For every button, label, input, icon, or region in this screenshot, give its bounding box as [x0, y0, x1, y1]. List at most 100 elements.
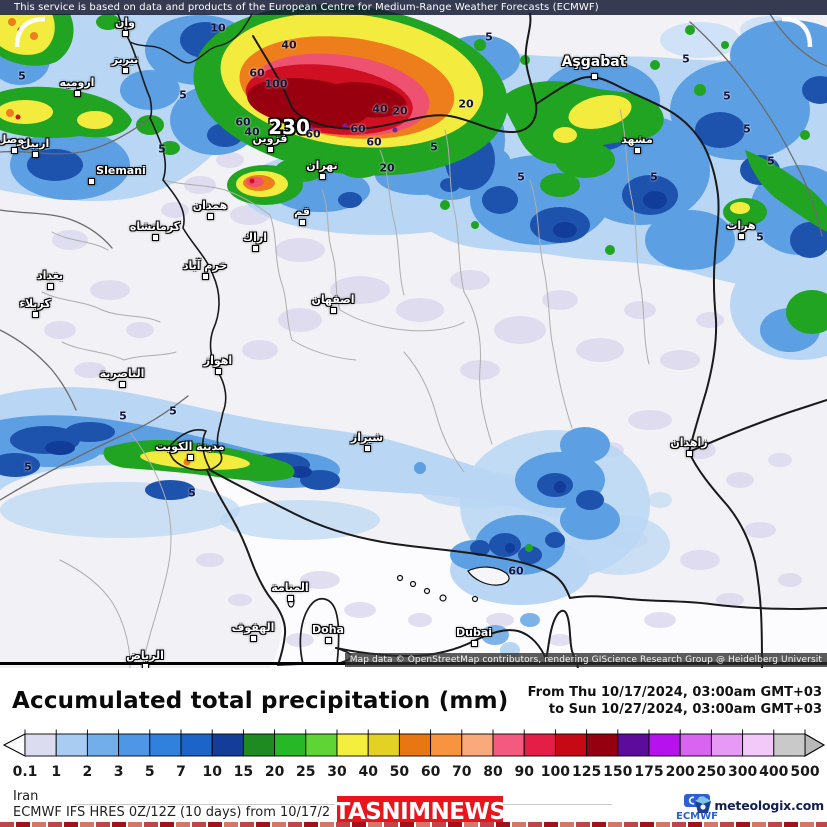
contour-label: 5 [650, 170, 658, 184]
colorbar-tick-label: 1 [51, 764, 61, 780]
city-label-arak: اراك [243, 231, 267, 244]
colorbar-svg: 0.1 1 2 3 5 7 10 15 20 25 30 40 50 60 70 80 90 100 125 150 1… [2, 729, 826, 780]
contour-label: 40 [244, 125, 260, 139]
contour-label: 5 [169, 404, 177, 418]
city-label-mashhad: مشهد [621, 133, 653, 146]
city-label-zahedan: زاهدان [670, 436, 708, 449]
colorbar-segment [149, 733, 182, 757]
corner-mark-right [781, 16, 813, 48]
legend-title: Accumulated total precipitation (mm) [12, 688, 509, 714]
contour-label: 60 [350, 122, 366, 136]
city-label-dubai: Dubai [455, 626, 493, 639]
city-marker-shiraz [363, 444, 371, 452]
city-label-qazvin: قزوين [252, 132, 288, 145]
city-marker-hamadan [206, 212, 214, 220]
rain-layer-hotspots [6, 18, 275, 466]
city-marker-zahedan [685, 449, 693, 457]
colorbar-segment [305, 733, 338, 757]
city-label-doha: Doha [312, 623, 344, 636]
colorbar-tick-label: 100 [541, 764, 570, 780]
city-marker-mashhad [633, 146, 641, 154]
bottom-edge-strip [0, 822, 827, 827]
contour-label: 5 [179, 88, 187, 102]
contour-label: 5 [756, 230, 764, 244]
city-marker-kuwait-city [186, 453, 194, 461]
colorbar-segment [24, 733, 57, 757]
city-label-slemani: Slemani [96, 164, 146, 177]
city-label-qom: قم [294, 205, 310, 218]
colorbar-tick-label: 3 [114, 764, 124, 780]
city-marker-urmia [73, 89, 81, 97]
city-marker-ahvaz [214, 367, 222, 375]
contour-label: 5 [767, 154, 775, 168]
colorbar-segment [211, 733, 244, 757]
colorbar-segment [617, 733, 650, 757]
colorbar-tick-label: 175 [634, 764, 663, 780]
city-marker-qazvin [266, 145, 274, 153]
colorbar-segment [336, 733, 369, 757]
colorbar-segment [648, 733, 681, 757]
contour-label: 40 [281, 38, 297, 52]
city-marker-nasiriyah [118, 380, 126, 388]
contour-label: 5 [743, 122, 751, 136]
region-label: Iran [13, 789, 39, 804]
city-marker-khorramabad [201, 272, 209, 280]
colorbar-tick-label: 500 [790, 764, 819, 780]
colorbar-segment [523, 733, 556, 757]
meteologix-logo-icon [695, 796, 712, 813]
contour-label: 10 [210, 21, 226, 35]
meteologix-logo: meteologix.com [695, 796, 824, 814]
city-label-tehran: تهران [306, 159, 338, 172]
legend-period: From Thu 10/17/2024, 03:00am GMT+03 to S… [528, 684, 822, 718]
colorbar-segment [118, 733, 151, 757]
gulf-islands [287, 566, 510, 608]
storm-purple-dots [307, 123, 398, 133]
colorbar-tick-label: 80 [483, 764, 503, 780]
contour-label: 60 [508, 564, 524, 578]
colorbar-segment [274, 733, 307, 757]
city-label-ahvaz: اهواز [203, 354, 233, 367]
ecmwf-notice-text: This service is based on data and produc… [14, 2, 599, 13]
city-label-kuwait-city: مدينة الكويت [155, 440, 225, 453]
colorbar-tick-label: 50 [390, 764, 410, 780]
city-label-riyadh: الرياض [126, 649, 164, 662]
city-marker-van [121, 29, 129, 37]
colorbar-segment [86, 733, 120, 757]
contour-label: 60 [305, 127, 321, 141]
colorbar: 0.1 1 2 3 5 7 10 15 20 25 30 40 50 60 70 80 90 100 125 150 1… [0, 728, 827, 786]
map-attribution: Map data © OpenStreetMap contributors, r… [344, 653, 827, 667]
tasnim-watermark: TASNIMNEWS [335, 796, 506, 827]
colorbar-tick-label: 5 [145, 764, 155, 780]
colorbar-segment [398, 733, 432, 757]
colorbar-segment [242, 733, 276, 757]
colorbar-segment [461, 733, 494, 757]
storm-cell [193, 4, 508, 176]
city-marker-dubai [470, 639, 478, 647]
city-marker-erbil [31, 150, 39, 158]
city-marker-qom [298, 218, 306, 226]
city-label-manama: المنامة [271, 581, 309, 594]
contour-label: 5 [430, 140, 438, 154]
contour-label: 5 [24, 460, 32, 474]
legend-period-from: From Thu 10/17/2024, 03:00am GMT+03 [527, 685, 822, 700]
province-borders [41, 109, 650, 668]
legend-period-to: to Sun 10/27/2024, 03:00am GMT+03 [548, 702, 822, 717]
contour-label: 20 [379, 161, 395, 175]
city-label-mosul: موصل [0, 133, 32, 146]
colorbar-segment [586, 733, 619, 757]
colorbar-segment [430, 733, 463, 757]
city-marker-esfahan [329, 306, 337, 314]
colorbar-segment [742, 733, 775, 757]
coastlines-borders [117, 13, 827, 668]
contour-label-max: 230 [268, 115, 310, 139]
colorbar-tick-label: 25 [296, 764, 315, 780]
city-marker-baghdad [46, 282, 54, 290]
colorbar-segment [710, 733, 744, 757]
colorbar-tick-label: 150 [603, 764, 632, 780]
weather-map: وان تبريز اروميه موصل اربيل Slemani Aşgabat مشه… [0, 0, 827, 668]
contour-label: 60 [235, 115, 251, 129]
contour-label: 100 [264, 77, 288, 91]
city-label-tabriz: تبريز [111, 53, 139, 66]
city-label-herat: هرات [726, 219, 756, 232]
colorbar-tick-label: 400 [759, 764, 788, 780]
